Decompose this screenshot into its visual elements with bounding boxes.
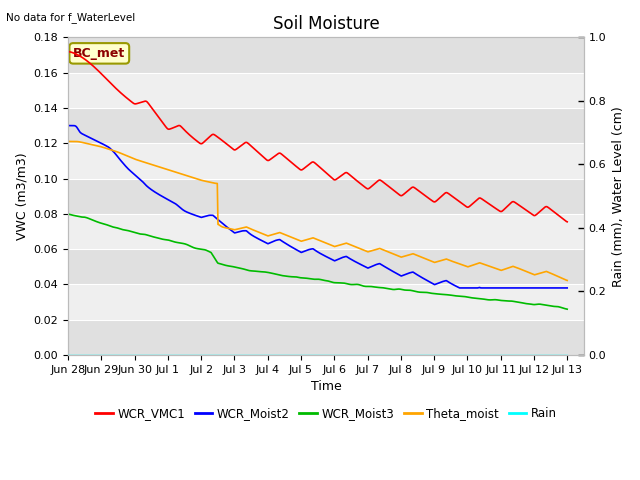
Bar <box>68 285 584 320</box>
Bar <box>68 72 584 108</box>
Y-axis label: Rain (mm), Water Level (cm): Rain (mm), Water Level (cm) <box>612 106 625 287</box>
Bar <box>68 143 584 179</box>
X-axis label: Time: Time <box>310 380 341 393</box>
Bar <box>68 249 584 285</box>
Legend: WCR_VMC1, WCR_Moist2, WCR_Moist3, Theta_moist, Rain: WCR_VMC1, WCR_Moist2, WCR_Moist3, Theta_… <box>90 402 562 425</box>
Bar <box>68 214 584 249</box>
Y-axis label: VWC (m3/m3): VWC (m3/m3) <box>15 152 28 240</box>
Bar <box>68 179 584 214</box>
Title: Soil Moisture: Soil Moisture <box>273 15 380 33</box>
Text: BC_met: BC_met <box>73 47 125 60</box>
Bar <box>68 108 584 143</box>
Bar <box>68 320 584 355</box>
Bar <box>68 37 584 72</box>
Text: No data for f_WaterLevel: No data for f_WaterLevel <box>6 12 136 23</box>
